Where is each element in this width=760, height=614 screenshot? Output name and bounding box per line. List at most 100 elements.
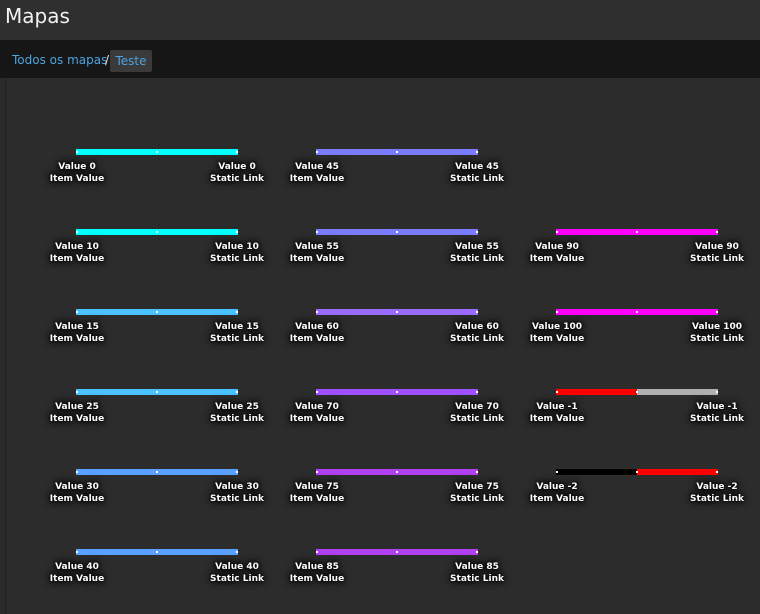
link-value-75[interactable] (316, 469, 478, 475)
link-label-left: Value 15 Item Value (50, 321, 104, 345)
link-segment-b (637, 389, 718, 395)
link-value-55[interactable] (316, 229, 478, 235)
breadcrumb-all-maps-link[interactable]: Todos os mapas (12, 53, 108, 67)
link-label-left: Value 40 Item Value (50, 561, 104, 585)
link-label-right: Value 15 Static Link (210, 321, 264, 345)
link-value-neg1[interactable] (556, 389, 718, 395)
link-caption-text: Static Link (450, 174, 504, 184)
link-caption-text: Static Link (450, 574, 504, 584)
link-caption-text: Static Link (450, 254, 504, 264)
breadcrumb-separator: / (105, 53, 110, 67)
link-value-text: Value 0 (218, 162, 256, 172)
link-label-right: Value 0 Static Link (210, 161, 264, 185)
map-canvas: Value 0 Item Value Value 0 Static Link Value… (5, 78, 760, 614)
link-segment-b (157, 309, 238, 315)
link-value-text: Value 90 (695, 242, 739, 252)
link-segment-a (316, 549, 397, 555)
link-label-left: Value 30 Item Value (50, 481, 104, 505)
link-label-right: Value 25 Static Link (210, 401, 264, 425)
link-caption-text: Static Link (210, 174, 264, 184)
link-value-10[interactable] (76, 229, 238, 235)
link-caption-text: Item Value (289, 174, 345, 184)
link-segment-b (397, 229, 478, 235)
link-value-text: Value 100 (531, 322, 583, 332)
link-segment-b (637, 469, 718, 475)
link-value-85[interactable] (316, 549, 478, 555)
link-node-dot (716, 311, 718, 313)
link-node-dot (316, 391, 318, 393)
link-node-dot (316, 551, 318, 553)
link-label-right: Value 45 Static Link (450, 161, 504, 185)
link-caption-text: Item Value (289, 574, 345, 584)
link-value-15[interactable] (76, 309, 238, 315)
link-caption-text: Static Link (690, 494, 744, 504)
link-value-text: Value 70 (295, 402, 339, 412)
link-label-right: Value 90 Static Link (690, 241, 744, 265)
link-node-dot (476, 551, 478, 553)
link-value-30[interactable] (76, 469, 238, 475)
link-caption-text: Static Link (690, 334, 744, 344)
link-caption-text: Static Link (690, 254, 744, 264)
link-node-dot (236, 471, 238, 473)
link-value-text: Value 15 (215, 322, 259, 332)
link-label-left: Value 90 Item Value (530, 241, 584, 265)
link-node-dot (636, 471, 638, 473)
link-label-right: Value 85 Static Link (450, 561, 504, 585)
link-value-40[interactable] (76, 549, 238, 555)
link-segment-b (637, 229, 718, 235)
link-node-dot (236, 231, 238, 233)
link-value-70[interactable] (316, 389, 478, 395)
link-node-dot (236, 391, 238, 393)
link-segment-a (556, 309, 637, 315)
link-node-dot (476, 311, 478, 313)
link-node-dot (76, 551, 78, 553)
link-segment-b (397, 469, 478, 475)
link-label-right: Value 10 Static Link (210, 241, 264, 265)
link-node-dot (76, 231, 78, 233)
link-caption-text: Item Value (49, 574, 105, 584)
link-caption-text: Item Value (49, 334, 105, 344)
link-node-dot (156, 471, 158, 473)
link-label-right: Value 100 Static Link (690, 321, 744, 345)
link-label-left: Value -1 Item Value (530, 401, 584, 425)
link-value-45[interactable] (316, 149, 478, 155)
link-node-dot (76, 311, 78, 313)
link-segment-b (157, 389, 238, 395)
link-node-dot (236, 311, 238, 313)
link-value-text: Value 30 (55, 482, 99, 492)
link-value-text: Value 40 (215, 562, 259, 572)
link-label-left: Value 100 Item Value (530, 321, 584, 345)
link-value-90[interactable] (556, 229, 718, 235)
link-label-left: Value 85 Item Value (290, 561, 344, 585)
link-label-right: Value -2 Static Link (690, 481, 744, 505)
link-value-text: Value 85 (455, 562, 499, 572)
link-segment-b (397, 389, 478, 395)
link-caption-text: Static Link (450, 494, 504, 504)
link-value-60[interactable] (316, 309, 478, 315)
link-caption-text: Item Value (49, 174, 105, 184)
link-node-dot (636, 231, 638, 233)
link-value-text: Value 25 (215, 402, 259, 412)
link-caption-text: Static Link (210, 334, 264, 344)
link-segment-a (76, 549, 157, 555)
link-caption-text: Item Value (529, 334, 585, 344)
link-label-right: Value 75 Static Link (450, 481, 504, 505)
link-value-text: Value 85 (295, 562, 339, 572)
link-caption-text: Static Link (450, 334, 504, 344)
link-node-dot (716, 471, 718, 473)
link-node-dot (76, 151, 78, 153)
link-node-dot (316, 231, 318, 233)
link-node-dot (156, 151, 158, 153)
link-value-25[interactable] (76, 389, 238, 395)
link-label-right: Value 30 Static Link (210, 481, 264, 505)
link-value-text: Value 25 (55, 402, 99, 412)
link-node-dot (636, 391, 638, 393)
link-value-neg2[interactable] (556, 469, 718, 475)
link-value-100[interactable] (556, 309, 718, 315)
link-node-dot (156, 391, 158, 393)
link-node-dot (476, 471, 478, 473)
link-segment-a (76, 229, 157, 235)
link-value-text: Value 15 (55, 322, 99, 332)
link-label-right: Value 55 Static Link (450, 241, 504, 265)
link-value-0[interactable] (76, 149, 238, 155)
